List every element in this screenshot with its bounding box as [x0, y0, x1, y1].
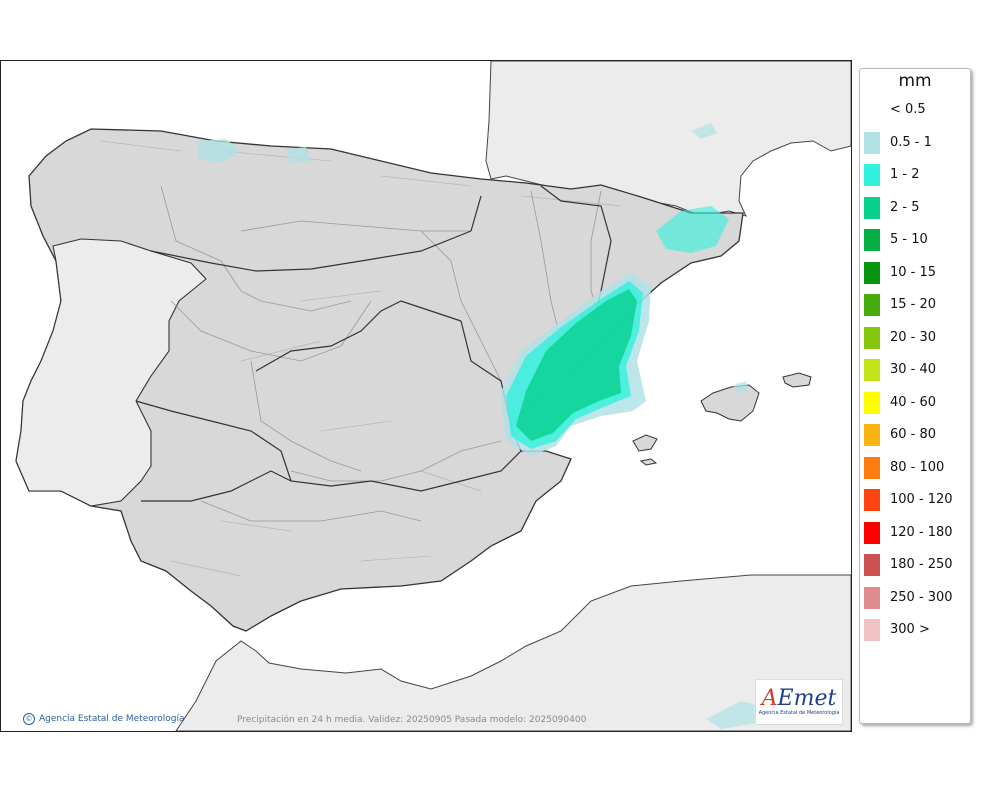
validity-caption: Precipitación en 24 h media. Validez: 20… [237, 715, 587, 725]
precip-0.5-1-cantabria [196, 139, 241, 163]
legend-label: 30 - 40 [890, 362, 937, 377]
precipitation-overlay [196, 123, 761, 729]
legend-swatch [864, 164, 880, 186]
legend-swatch [864, 359, 880, 381]
aemet-logo-subtitle: Agencia Estatal de Meteorología [758, 710, 840, 716]
legend-item: 30 - 40 [860, 359, 970, 381]
legend-item: 2 - 5 [860, 196, 970, 219]
map-canvas [1, 61, 851, 731]
aemet-logo: AEmet Agencia Estatal de Meteorología [755, 679, 843, 725]
africa-landmass [175, 574, 851, 731]
region-borders [160, 185, 602, 522]
legend-item: < 0.5 [860, 99, 970, 121]
legend-item: 250 - 300 [860, 586, 970, 609]
precip-0.5-1-ibiza [733, 381, 749, 393]
legend-item: 80 - 100 [860, 456, 970, 479]
legend-label: 20 - 30 [890, 329, 937, 345]
legend-label: 5 - 10 [890, 232, 928, 247]
hillshade-texture [100, 140, 622, 577]
formentera-island [639, 458, 658, 466]
legend-swatch [864, 99, 880, 121]
agency-credit: © Agencia Estatal de Meteorología [23, 713, 185, 725]
precip-0.5-1-south [706, 701, 761, 729]
legend-label: 120 - 180 [890, 524, 953, 540]
precip-2-5-valencia [516, 289, 637, 441]
legend-label: 2 - 5 [890, 199, 920, 215]
legend-item: 10 - 15 [860, 261, 970, 284]
legend-item: 15 - 20 [860, 294, 970, 316]
aemet-logo-wordmark: AEmet [761, 686, 837, 711]
precip-0.5-1-bilbao [286, 147, 311, 163]
legend-item: 40 - 60 [860, 391, 970, 414]
precip-0.5-1-gulf [691, 123, 717, 139]
map-frame: © Agencia Estatal de Meteorología Precip… [0, 60, 852, 732]
legend-swatch [864, 391, 880, 414]
legend-swatch [864, 326, 880, 349]
copyright-icon: © [23, 713, 35, 725]
precipitation-legend: mm < 0.5 0.5 - 1 1 - 2 2 - 5 5 - 10 10 - 15 15… [859, 68, 971, 724]
legend-item: 180 - 250 [860, 554, 970, 576]
ibiza-island [632, 434, 658, 452]
legend-swatch [864, 619, 880, 641]
legend-label: 1 - 2 [890, 167, 920, 182]
legend-swatch [864, 521, 880, 544]
legend-item: 120 - 180 [860, 521, 970, 544]
legend-label: 180 - 250 [890, 557, 953, 572]
legend-title: mm [898, 71, 932, 91]
legend-item: 0.5 - 1 [860, 131, 970, 154]
precip-1-2-girona [656, 206, 729, 253]
legend-item: 100 - 120 [860, 489, 970, 511]
legend-swatch [864, 261, 880, 284]
mallorca-island [700, 384, 760, 422]
legend-label: 60 - 80 [890, 427, 937, 442]
legend-item: 5 - 10 [860, 229, 970, 251]
legend-label: 300 > [890, 622, 930, 637]
legend-label: 40 - 60 [890, 394, 937, 410]
legend-swatch [864, 196, 880, 219]
legend-swatch [864, 131, 880, 154]
legend-swatch [864, 586, 880, 609]
legend-item: 1 - 2 [860, 164, 970, 186]
legend-label: 15 - 20 [890, 297, 937, 312]
legend-item: 20 - 30 [860, 326, 970, 349]
legend-label: 250 - 300 [890, 589, 953, 605]
legend-item: 300 > [860, 619, 970, 641]
legend-label: < 0.5 [890, 102, 926, 117]
legend-swatch [864, 456, 880, 479]
legend-swatch [864, 489, 880, 511]
legend-label: 100 - 120 [890, 492, 953, 507]
menorca-island [782, 372, 812, 388]
legend-swatch [864, 229, 880, 251]
legend-label: 0.5 - 1 [890, 134, 932, 150]
legend-item: 60 - 80 [860, 424, 970, 446]
legend-swatch [864, 294, 880, 316]
legend-swatch [864, 554, 880, 576]
legend-label: 10 - 15 [890, 264, 937, 280]
portugal-landmass [15, 238, 207, 507]
agency-credit-text: Agencia Estatal de Meteorología [39, 714, 185, 724]
legend-swatch [864, 424, 880, 446]
legend-label: 80 - 100 [890, 459, 945, 475]
